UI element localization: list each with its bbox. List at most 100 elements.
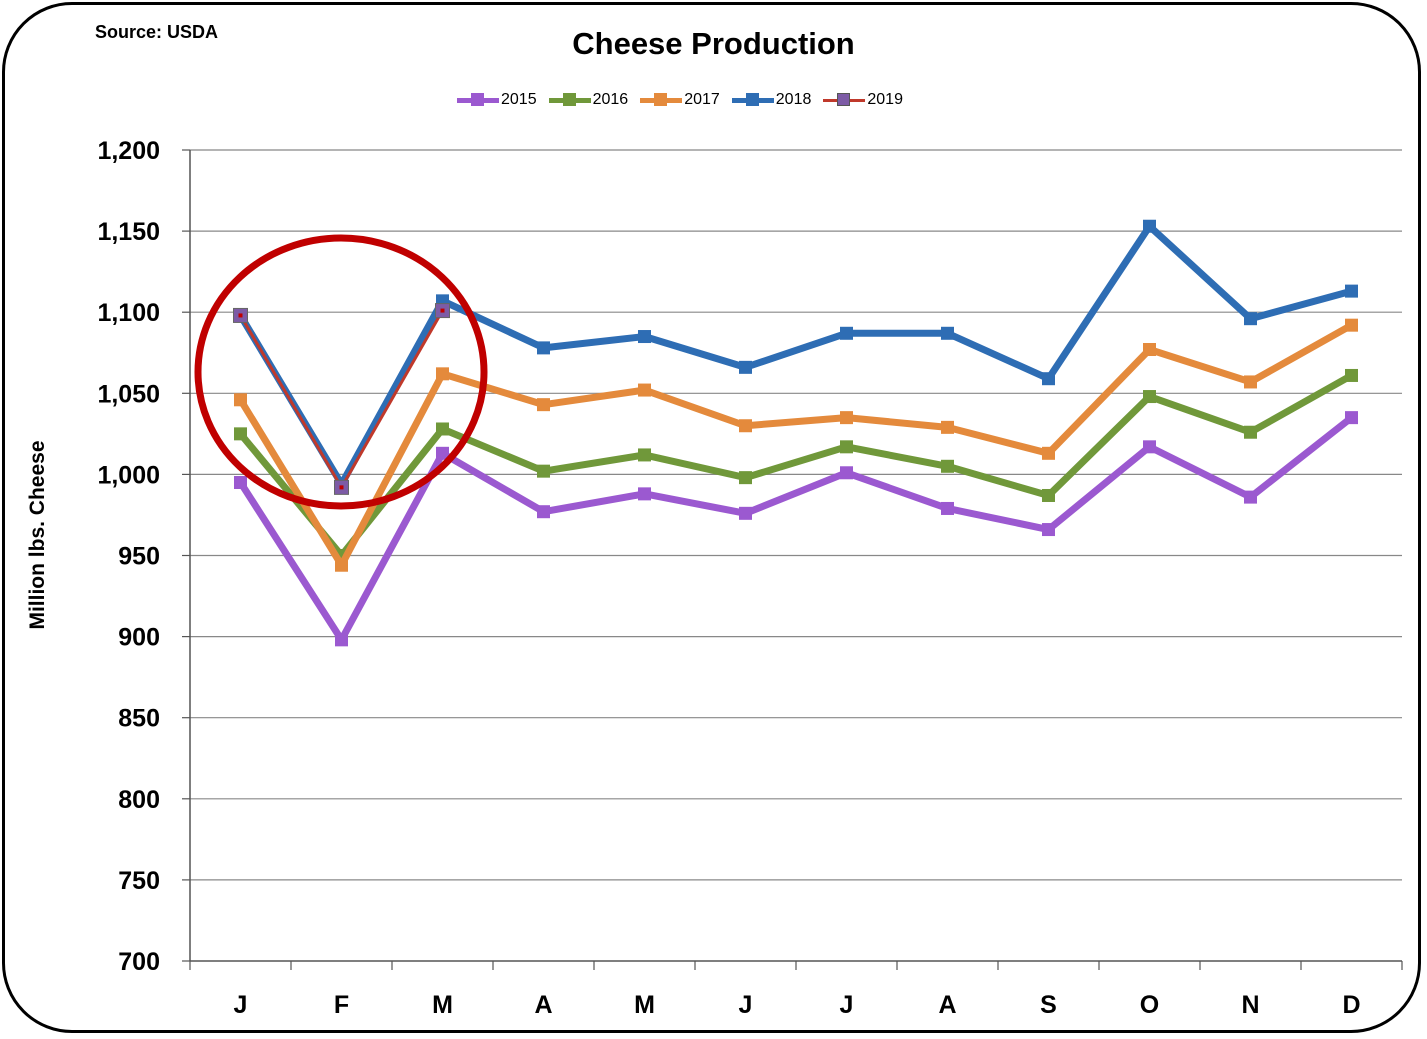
legend-label-2019: 2019 [867,91,903,108]
series-line-2018 [237,222,1353,488]
x-tick-label: F [334,991,349,1019]
data-point-2015 [234,476,247,490]
legend-item-2017: 2017 [638,90,720,110]
series-2018 [234,219,1358,491]
data-point-2017 [436,367,449,381]
data-point-2015 [335,633,348,647]
data-point-2018 [537,341,550,355]
data-point-2016 [739,471,752,485]
chart-title: Cheese Production [572,26,855,61]
source-note: Source: USDA [95,22,219,42]
x-tick-label: D [1342,991,1360,1019]
data-point-2018 [840,326,853,340]
x-tick-label: S [1040,991,1057,1019]
data-point-2015 [1042,523,1055,537]
data-point-2017 [1143,343,1156,357]
legend-item-2019: 2019 [821,90,903,110]
data-point-2016 [436,422,449,436]
x-tick-label: A [938,991,956,1019]
axes: 700 750 800 850 900 950 1,000 1,050 1,100 1,150 1,… [97,137,1403,1019]
data-point-2015 [1244,490,1257,504]
series-line-2016 [237,372,1354,559]
data-point-2015 [1345,411,1358,425]
data-point-2017 [638,383,651,397]
series-line-2017 [237,322,1354,569]
y-tick-label: 850 [118,705,160,733]
data-point-2016 [1143,390,1156,404]
y-tick-label: 950 [118,543,160,571]
series-2019 [233,303,450,495]
legend-item-2016: 2016 [547,90,629,110]
y-tick-label: 1,000 [97,461,160,489]
y-tick-label: 1,100 [97,299,160,327]
data-point-2015 [739,506,752,520]
x-tick-label: J [234,991,248,1019]
y-tick-label: 700 [118,948,160,976]
data-point-2017 [739,419,752,433]
data-point-2018 [638,330,651,344]
x-tick-label: M [432,991,453,1019]
series-lines [233,219,1358,647]
y-tick-label: 900 [118,624,160,652]
legend-label-2018: 2018 [775,91,812,108]
y-tick-label: 750 [118,867,160,895]
data-point-2017 [840,411,853,425]
series-2016 [234,368,1358,562]
chart-legend: 2015 2016 2017 2018 2019 [455,90,909,110]
data-point-2015 [1143,440,1156,454]
legend-swatch-2019 [821,90,867,110]
data-point-center [339,485,344,490]
data-point-2015 [840,466,853,480]
data-point-2017 [335,558,348,572]
data-point-2016 [234,427,247,441]
x-tick-label: J [840,991,854,1019]
data-point-2018 [1244,312,1257,326]
data-point-2018 [941,326,954,340]
highlight-circle [194,234,488,510]
legend-swatch-2015 [455,90,501,110]
gridlines [190,149,1402,881]
data-point-2016 [537,464,550,478]
x-tick-label: M [634,991,655,1019]
data-point-2016 [1042,488,1055,502]
legend-item-2018: 2018 [730,90,812,110]
series-line-2015 [237,414,1354,644]
data-point-2015 [436,446,449,460]
x-tick-label: N [1241,991,1259,1019]
data-point-2016 [840,440,853,454]
data-point-2017 [234,393,247,407]
data-point-2018 [1143,219,1156,233]
legend-label-2015: 2015 [501,91,537,108]
series-line-2019 [239,309,444,489]
data-point-2018 [739,360,752,374]
data-point-2017 [1244,375,1257,389]
data-point-2018 [1042,372,1055,386]
data-point-2018 [1345,284,1358,298]
data-point-2017 [1042,446,1055,460]
data-point-2015 [941,501,954,515]
legend-swatch-2017 [638,90,684,110]
annotation [194,234,488,510]
y-tick-label: 1,050 [97,380,160,408]
data-point-2017 [1345,318,1358,332]
y-tick-label: 1,150 [97,218,160,246]
data-point-2016 [1345,368,1358,382]
data-point-2016 [941,459,954,473]
series-2017 [234,318,1358,572]
legend-swatch-2016 [547,90,593,110]
series-2015 [234,411,1358,647]
x-tick-label: A [534,991,552,1019]
y-tick-label: 800 [118,786,160,814]
legend-item-2015: 2015 [455,90,537,110]
legend-label-2017: 2017 [684,91,720,108]
data-point-center [238,313,243,318]
legend-swatch-2018 [730,90,776,110]
y-tick-label: 1,200 [97,137,160,165]
legend-label-2016: 2016 [592,91,629,108]
data-point-2017 [941,420,954,434]
data-point-2015 [537,505,550,519]
data-point-2016 [1244,425,1257,439]
data-point-2017 [537,398,550,412]
